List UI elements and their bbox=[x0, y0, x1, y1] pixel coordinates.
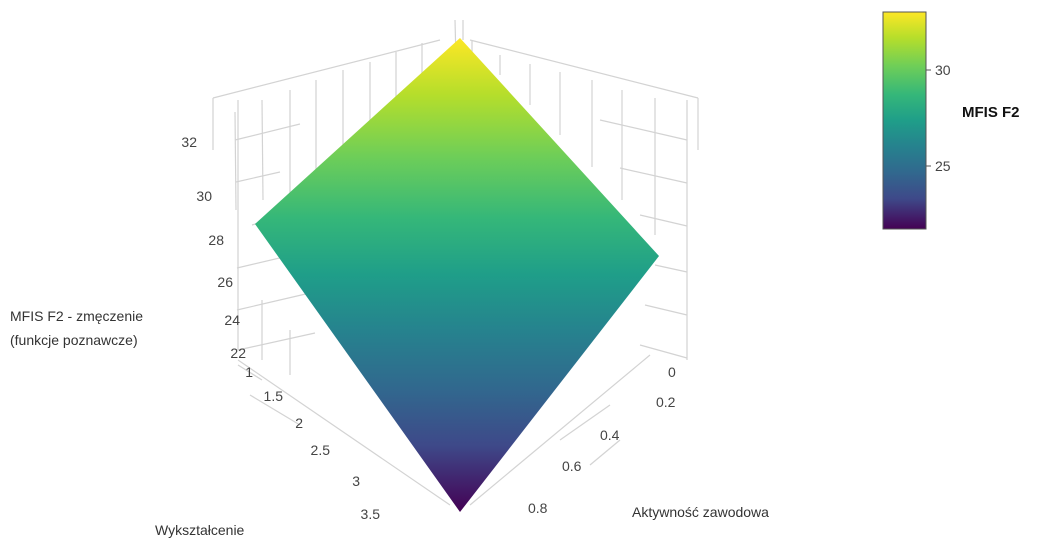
colorbar-gradient bbox=[882, 11, 927, 230]
x-tick-label: 3.5 bbox=[361, 506, 381, 522]
grid-lines bbox=[212, 19, 699, 506]
grid-line bbox=[234, 123, 301, 141]
x-tick-label: 1.5 bbox=[264, 388, 284, 404]
x-axis-title: Wykształcenie bbox=[155, 522, 245, 538]
grid-line bbox=[469, 39, 699, 99]
grid-line bbox=[559, 404, 611, 441]
colorbar-tick-label: 25 bbox=[935, 158, 951, 174]
grid-line bbox=[237, 364, 263, 381]
z-axis-title-line-1: MFIS F2 - zmęczenie bbox=[10, 308, 143, 324]
z-tick-label: 28 bbox=[208, 232, 224, 248]
x-tick-label: 1 bbox=[245, 364, 253, 380]
y-axis: 0 0.2 0.4 0.6 0.8 bbox=[528, 364, 676, 516]
grid-line bbox=[599, 119, 688, 141]
x-tick-label: 2 bbox=[295, 415, 303, 431]
grid-line bbox=[619, 167, 688, 184]
grid-line bbox=[469, 354, 651, 506]
x-axis: 1 1.5 2 2.5 3 3.5 bbox=[245, 364, 380, 522]
grid-line bbox=[654, 264, 688, 273]
grid-line bbox=[639, 344, 688, 359]
z-tick-label: 22 bbox=[230, 345, 246, 361]
y-axis-title: Aktywność zawodowa bbox=[632, 504, 769, 520]
y-tick-label: 0.2 bbox=[656, 394, 676, 410]
x-tick-label: 2.5 bbox=[311, 442, 331, 458]
grid-line bbox=[236, 292, 311, 311]
z-tick-label: 32 bbox=[181, 134, 197, 150]
grid-line bbox=[212, 39, 441, 99]
z-tick-label: 30 bbox=[196, 188, 212, 204]
grid-line bbox=[237, 332, 316, 351]
z-tick-label: 24 bbox=[224, 312, 240, 328]
y-tick-label: 0.4 bbox=[600, 427, 620, 443]
grid-line bbox=[235, 171, 281, 183]
grid-line bbox=[639, 214, 688, 227]
grid-line bbox=[249, 394, 301, 426]
surface-plane bbox=[255, 38, 659, 512]
y-tick-label: 0 bbox=[668, 364, 676, 380]
y-tick-label: 0.8 bbox=[528, 500, 548, 516]
x-tick-label: 3 bbox=[352, 473, 360, 489]
z-tick-label: 26 bbox=[217, 274, 233, 290]
z-axis-title-line-2: (funkcje poznawcze) bbox=[10, 332, 138, 348]
colorbar-title: MFIS F2 bbox=[962, 104, 1020, 121]
colorbar: 30 25 MFIS F2 bbox=[882, 11, 1020, 230]
colorbar-tick-label: 30 bbox=[935, 62, 951, 78]
y-tick-label: 0.6 bbox=[562, 458, 582, 474]
z-axis: 32 30 28 26 24 22 bbox=[181, 134, 246, 361]
grid-line bbox=[237, 359, 451, 506]
grid-line bbox=[644, 304, 688, 316]
grid-line bbox=[234, 111, 237, 211]
grid-line bbox=[261, 99, 264, 201]
grid-line bbox=[589, 439, 621, 466]
